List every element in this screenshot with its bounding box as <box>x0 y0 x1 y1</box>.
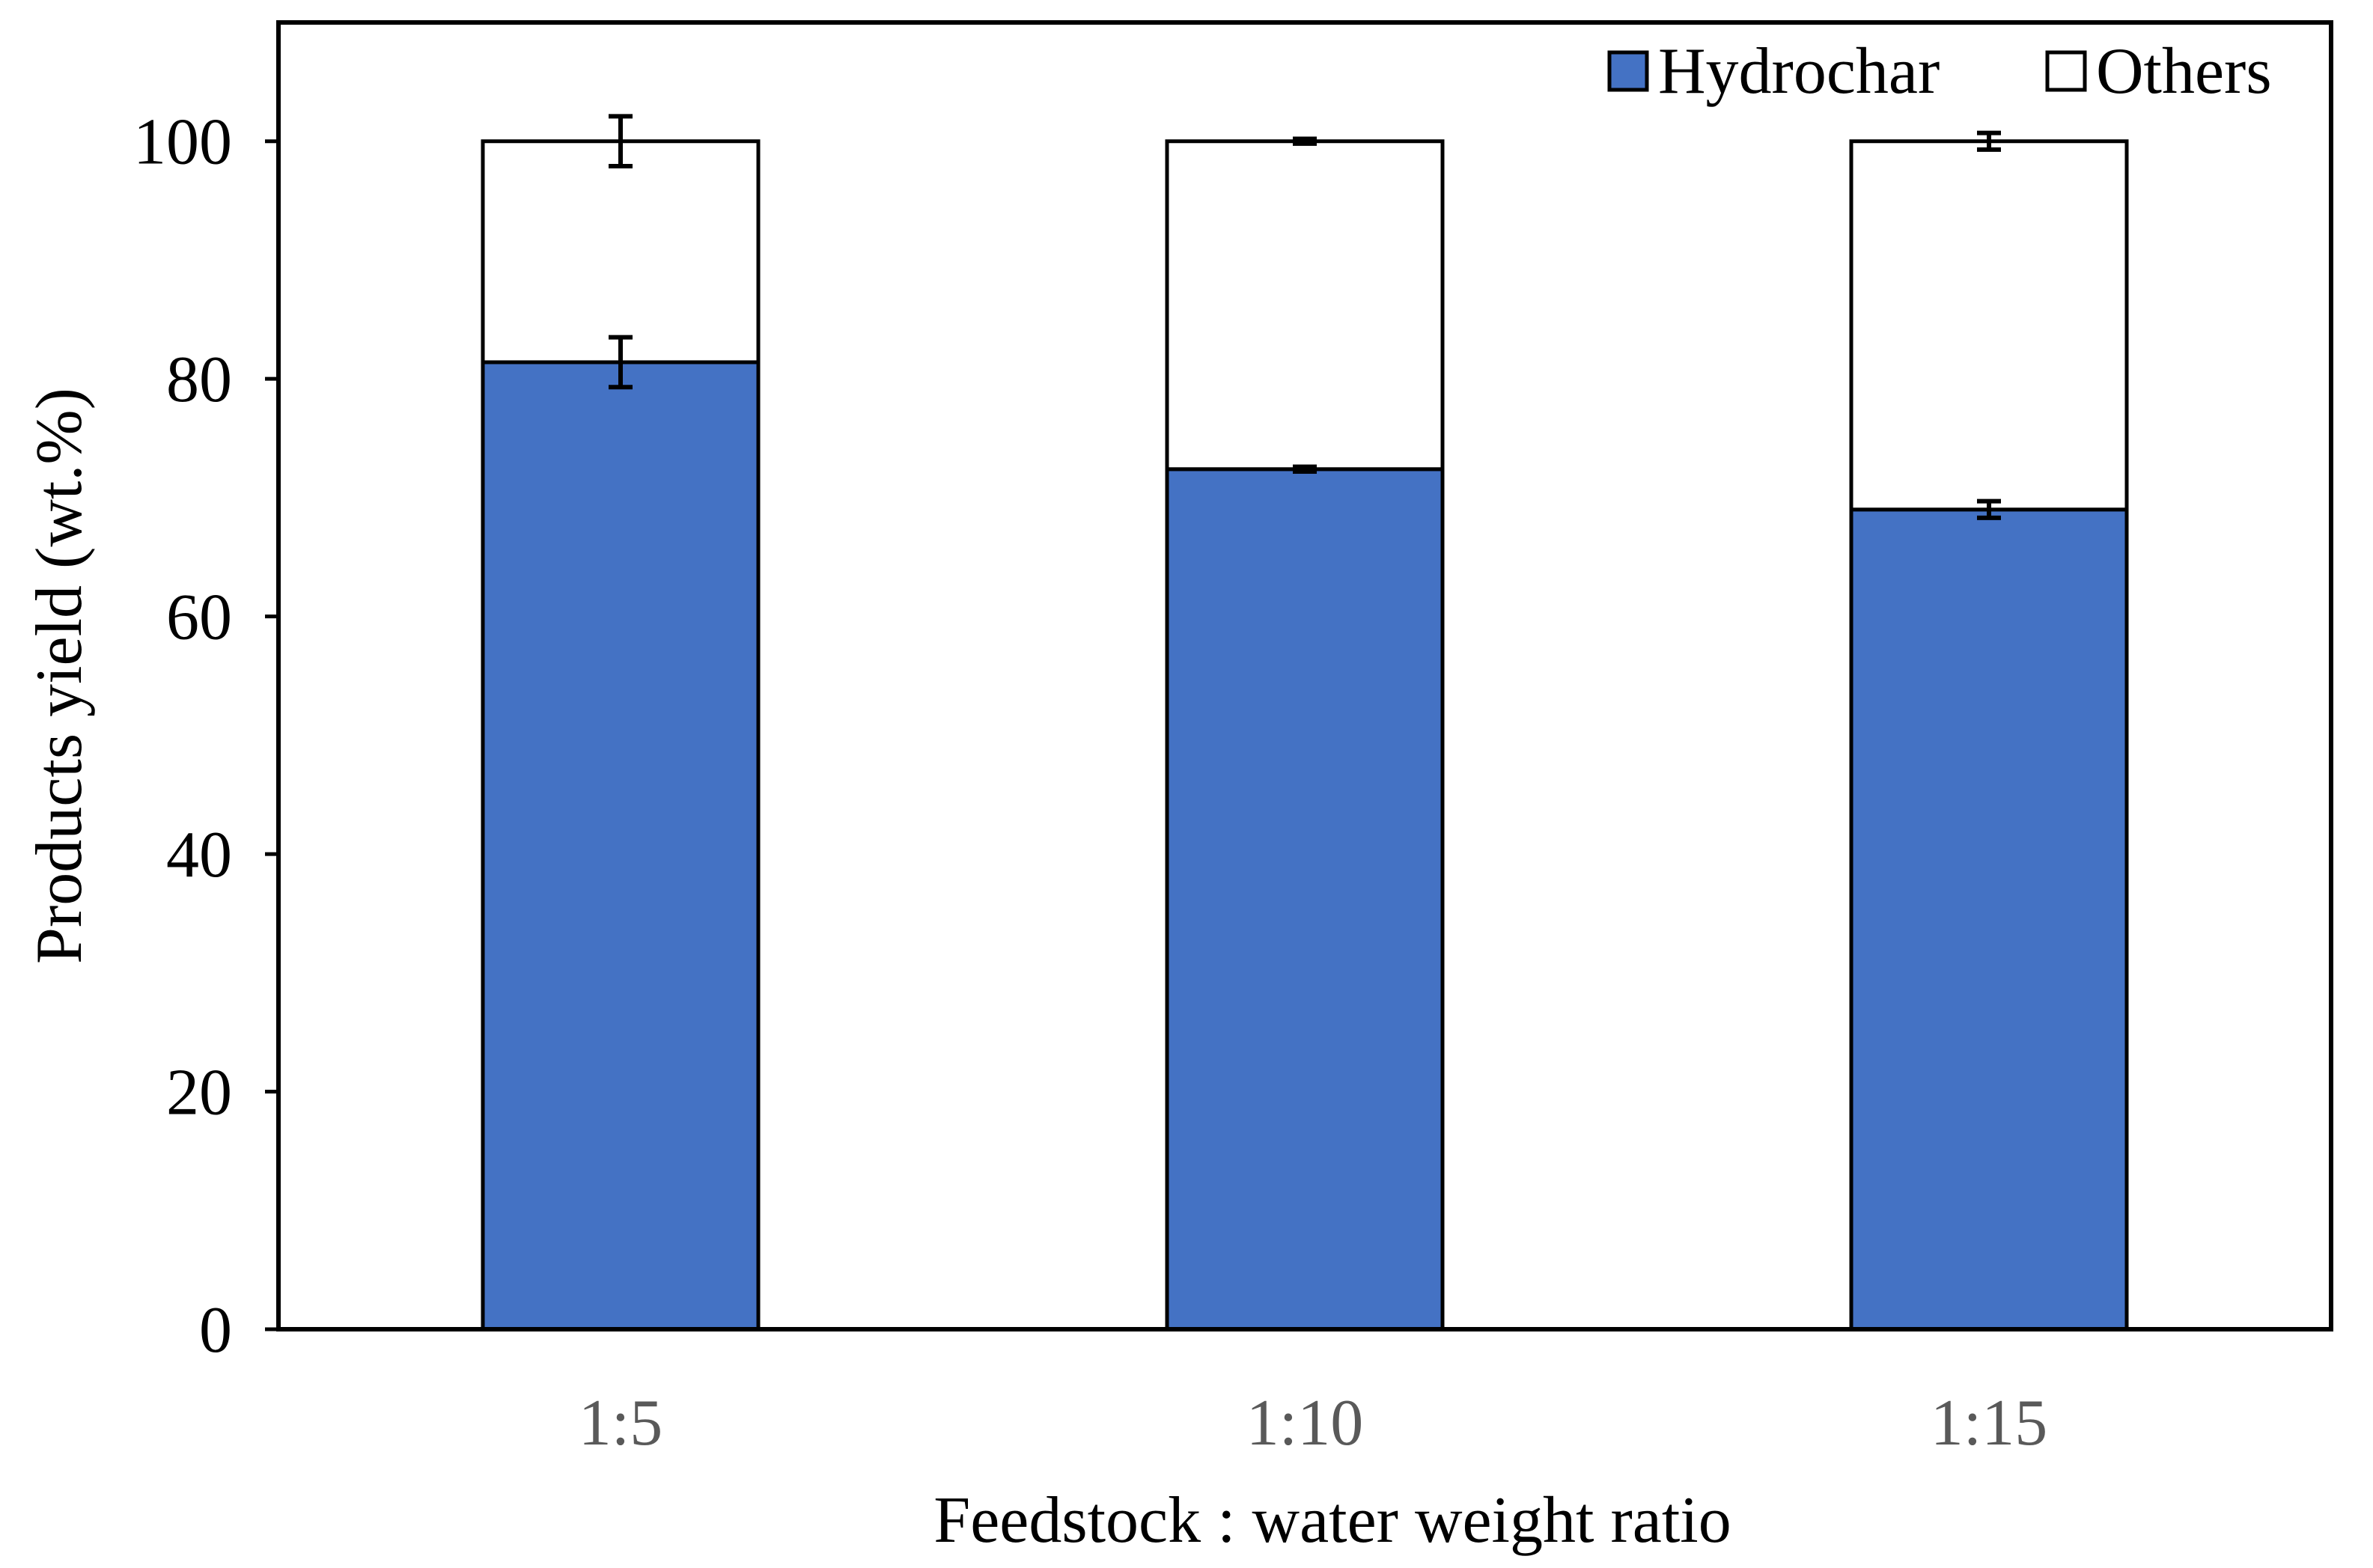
legend: Hydrochar Others <box>1607 35 2272 108</box>
legend-item-others: Others <box>2045 35 2272 108</box>
y-tick-label: 0 <box>199 1294 232 1367</box>
y-tick-label: 100 <box>133 106 232 179</box>
x-axis-title: Feedstock : water weight ratio <box>933 1484 1731 1557</box>
x-category-label: 1:10 <box>1246 1387 1363 1459</box>
y-tick-label: 40 <box>166 819 232 891</box>
legend-item-hydrochar: Hydrochar <box>1607 35 1940 108</box>
error-bar-others-1-5 <box>609 114 633 169</box>
errorbars-layer <box>609 114 2001 520</box>
error-bar-others-1-10 <box>1293 136 1317 146</box>
bar-hydrochar-1-15 <box>1849 507 2129 1331</box>
bar-hydrochar-1-5 <box>481 360 761 1331</box>
error-bar-hydrochar-1-10 <box>1293 464 1317 474</box>
bar-others-1-10 <box>1165 139 1445 472</box>
bar-others-1-5 <box>481 139 761 364</box>
legend-label: Others <box>2096 35 2272 108</box>
x-category-label: 1:15 <box>1931 1387 2047 1459</box>
legend-swatch <box>1607 50 1649 92</box>
y-tick-label: 20 <box>166 1057 232 1129</box>
y-axis-title: Products yield (wt.%) <box>23 388 96 964</box>
y-tick-label: 60 <box>166 582 232 654</box>
y-axis: 0 20 40 60 80 100 <box>133 106 278 1367</box>
legend-label: Hydrochar <box>1658 35 1940 108</box>
error-bar-hydrochar-1-15 <box>1977 498 2001 520</box>
y-tick-label: 80 <box>166 344 232 416</box>
bars-layer <box>481 139 2129 1331</box>
x-category-label: 1:5 <box>579 1387 662 1459</box>
legend-swatch <box>2045 50 2087 92</box>
error-bar-hydrochar-1-5 <box>609 335 633 390</box>
x-axis: 1:5 1:10 1:15 <box>579 1387 2047 1459</box>
error-bar-others-1-15 <box>1977 130 2001 152</box>
bar-hydrochar-1-10 <box>1165 467 1445 1331</box>
bar-others-1-15 <box>1849 139 2129 512</box>
plot-area-frame <box>276 20 2333 1331</box>
